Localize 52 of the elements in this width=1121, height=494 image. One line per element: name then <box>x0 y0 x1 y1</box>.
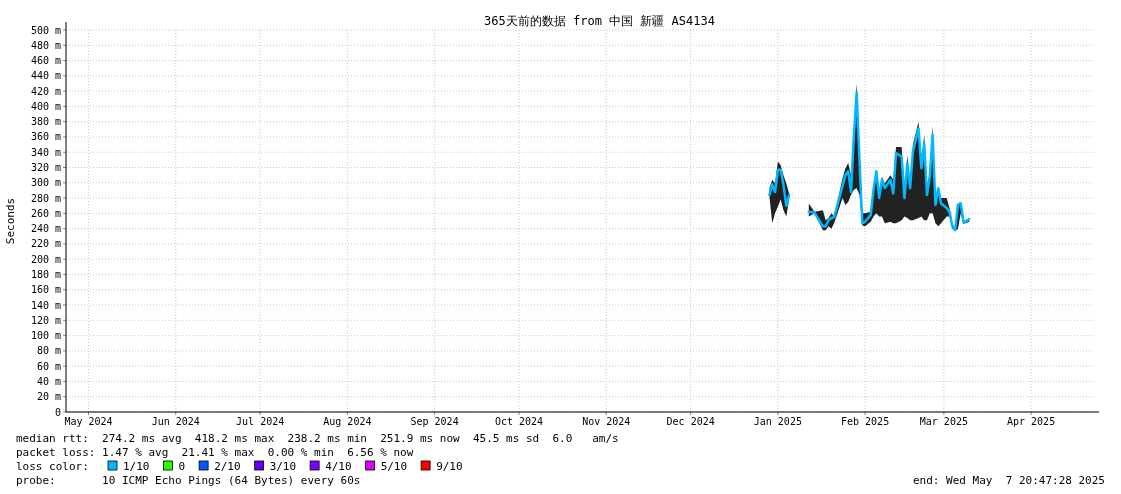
x-tick-label: Sep 2024 <box>410 416 459 427</box>
text: packet loss: 1.47 % avg 21.41 % max 0.00 % min 6.56 % now <box>16 446 414 459</box>
x-tick-label: Apr 2025 <box>1007 416 1056 427</box>
y-tick-label: 460 m <box>30 55 61 67</box>
y-tick-label: 20 m <box>36 391 61 403</box>
legend-label: 3/10 <box>269 460 297 473</box>
legend-label: 2/10 <box>214 460 241 473</box>
y-tick-label: 480 m <box>30 39 61 51</box>
legend-label: 5/10 <box>380 460 408 473</box>
x-tick-label: Feb 2025 <box>841 416 890 427</box>
y-tick-label: 100 m <box>30 330 61 342</box>
y-tick-label: 60 m <box>36 360 61 372</box>
y-tick-label: 280 m <box>30 192 61 204</box>
y-tick-label: 440 m <box>30 70 61 82</box>
y-tick-label: 160 m <box>30 284 61 296</box>
y-tick-label: 360 m <box>30 131 61 143</box>
text: median rtt: 274.2 ms avg 418.2 ms max 238.2 ms min 251.9 ms now 45.5 ms sd 6.0 am/s <box>16 432 619 445</box>
y-tick-label: 120 m <box>30 314 61 326</box>
y-tick-label: 240 m <box>30 223 61 235</box>
legend-label: 4/10 <box>325 460 352 473</box>
y-tick-label: 140 m <box>30 299 61 311</box>
y-tick-label: 180 m <box>30 268 61 280</box>
y-tick-label: 40 m <box>36 375 61 387</box>
x-tick-label: Oct 2024 <box>494 416 544 427</box>
y-tick-label: 320 m <box>30 162 61 174</box>
legend-label: 0 <box>178 460 186 473</box>
x-tick-label: Jun 2024 <box>151 416 200 427</box>
x-tick-label: Jul 2024 <box>236 416 285 427</box>
y-tick-label: 260 m <box>30 207 61 219</box>
text: end: Wed May 7 20:47:28 2025 <box>912 474 1105 487</box>
text: probe: 10 ICMP Echo Pings (64 Bytes) every 60s <box>16 474 361 487</box>
y-tick-label: 200 m <box>30 253 61 265</box>
x-tick-label: May 2024 <box>64 416 113 427</box>
legend-label: 1/10 <box>123 460 150 473</box>
legend-title: loss color: <box>16 460 89 473</box>
y-tick-label: 500 m <box>30 24 61 36</box>
y-tick-label: 380 m <box>30 116 61 128</box>
y-axis-title: Seconds <box>4 197 17 245</box>
x-tick-label: Aug 2024 <box>323 416 372 427</box>
y-tick-label: 220 m <box>30 238 61 250</box>
y-tick-label: 300 m <box>30 177 61 189</box>
x-tick-label: Mar 2025 <box>919 416 968 427</box>
y-tick-label: 400 m <box>30 100 61 112</box>
x-tick-label: Nov 2024 <box>582 416 631 427</box>
x-tick-label: Dec 2024 <box>666 416 715 427</box>
y-tick-label: 0 <box>54 406 61 418</box>
x-tick-label: Jan 2025 <box>753 416 802 427</box>
y-tick-label: 340 m <box>30 146 61 158</box>
chart-title: 365天前的数据 from 中国 新疆 AS4134 <box>484 14 715 28</box>
y-tick-label: 420 m <box>30 85 61 97</box>
legend-label: 9/10 <box>436 460 463 473</box>
y-tick-label: 80 m <box>36 345 61 357</box>
